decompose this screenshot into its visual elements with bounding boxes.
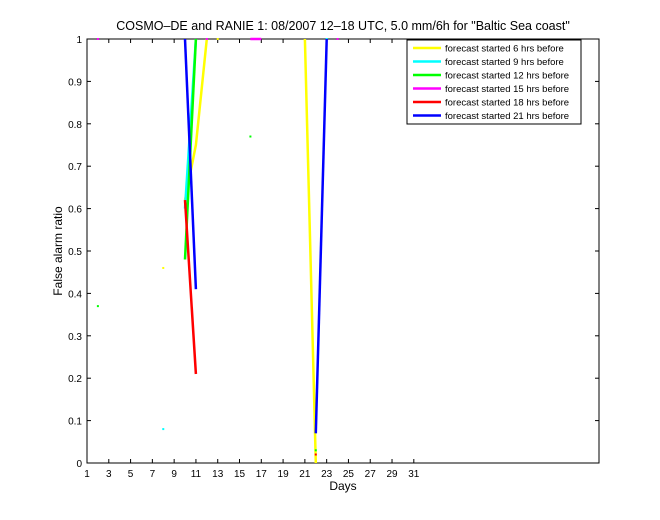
data-point [336, 38, 339, 40]
x-tick-label: 9 [171, 469, 177, 480]
series-line [183, 200, 198, 375]
legend-label: forecast started 15 hrs before [445, 84, 569, 95]
y-tick-label: 0.4 [68, 289, 82, 300]
x-tick-label: 3 [106, 469, 112, 480]
x-tick-label: 29 [386, 469, 398, 480]
legend-label: forecast started 18 hrs before [445, 98, 569, 109]
x-tick-label: 7 [150, 469, 156, 480]
legend-label: forecast started 6 hrs before [445, 44, 564, 55]
y-axis-label: False alarm ratio [51, 206, 65, 296]
x-tick-label: 23 [321, 469, 333, 480]
y-tick-label: 0.5 [68, 247, 82, 258]
y-tick-label: 0.1 [68, 417, 82, 428]
legend-label: forecast started 9 hrs before [445, 57, 564, 68]
y-tick-label: 0 [76, 459, 82, 470]
series-6 [183, 38, 328, 434]
data-point [162, 266, 165, 269]
legend-box [406, 39, 582, 125]
series-line [303, 38, 318, 464]
legend-label: forecast started 12 hrs before [445, 71, 569, 82]
series-5 [183, 200, 317, 456]
x-tick-label: 5 [128, 469, 134, 480]
data-point [96, 305, 99, 308]
legend: forecast started 6 hrs before forecast st… [406, 39, 582, 125]
x-axis-label: Days [329, 479, 356, 493]
data-point [249, 135, 252, 138]
x-tick-label: 21 [299, 469, 311, 480]
y-tick-label: 1 [76, 35, 82, 46]
y-tick-label: 0.6 [68, 205, 82, 216]
series-layer [96, 37, 415, 464]
y-tick-label: 0.2 [68, 374, 82, 385]
data-point [96, 38, 99, 40]
x-tick-label: 15 [234, 469, 246, 480]
axis-ticks: 1 3 5 7 9 11 13 15 17 19 21 23 25 27 29 3100.10.20.30.4… [68, 35, 599, 480]
x-tick-label: 31 [408, 469, 420, 480]
x-tick-label: 19 [278, 469, 290, 480]
y-tick-label: 0.3 [68, 332, 82, 343]
series-line [183, 38, 198, 290]
data-point [216, 38, 219, 40]
data-point [314, 453, 317, 456]
data-point [162, 428, 165, 431]
chart-title: COSMO–DE and RANIE 1: 08/2007 12–18 UTC,… [116, 19, 570, 33]
x-tick-label: 1 [84, 469, 90, 480]
x-tick-label: 13 [212, 469, 224, 480]
y-tick-label: 0.7 [68, 162, 82, 173]
legend-label: forecast started 21 hrs before [445, 111, 569, 122]
y-tick-label: 0.9 [68, 77, 82, 88]
x-tick-label: 17 [256, 469, 268, 480]
y-tick-label: 0.8 [68, 120, 82, 131]
x-tick-label: 25 [343, 469, 355, 480]
series-line [314, 38, 328, 434]
x-tick-label: 27 [365, 469, 377, 480]
x-tick-label: 11 [191, 469, 202, 480]
data-point [205, 38, 208, 40]
data-point [314, 449, 317, 452]
